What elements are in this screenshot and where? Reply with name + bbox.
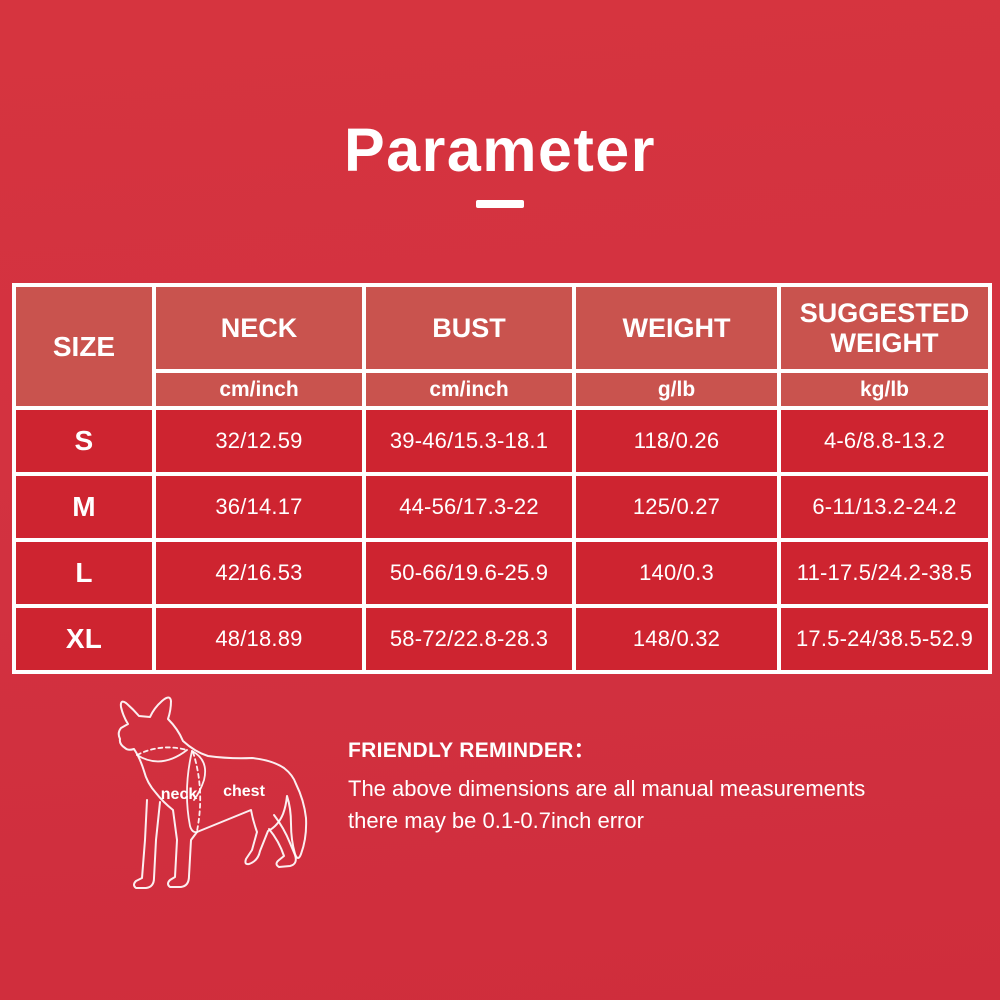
size-parameter-table: SIZE NECK BUST WEIGHT SUGGESTED WEIGHT c…: [12, 283, 992, 674]
weight-value: 140/0.3: [572, 538, 781, 608]
unit-header-neck: cm/inch: [152, 369, 366, 410]
col-header-weight: WEIGHT: [572, 283, 781, 373]
neck-value: 32/12.59: [152, 406, 366, 476]
size-value: S: [12, 406, 156, 476]
table-row: S 32/12.59 39-46/15.3-18.1 118/0.26 4-6/…: [12, 406, 992, 476]
neck-measure-line: [136, 746, 188, 756]
table-row: M 36/14.17 44-56/17.3-22 125/0.27 6-11/1…: [12, 472, 992, 542]
neck-collar-line: [136, 749, 188, 763]
size-value: M: [12, 472, 156, 542]
bust-value: 39-46/15.3-18.1: [362, 406, 576, 476]
col-header-suggested-weight: SUGGESTED WEIGHT: [777, 283, 992, 373]
size-value: L: [12, 538, 156, 608]
suggested-weight-value: 11-17.5/24.2-38.5: [777, 538, 992, 608]
suggested-weight-value: 4-6/8.8-13.2: [777, 406, 992, 476]
col-header-neck: NECK: [152, 283, 366, 373]
table-row: XL 48/18.89 58-72/22.8-28.3 148/0.32 17.…: [12, 604, 992, 674]
unit-header-suggested-weight: kg/lb: [777, 369, 992, 410]
weight-value: 148/0.32: [572, 604, 781, 674]
unit-header-weight: g/lb: [572, 369, 781, 410]
col-header-bust: BUST: [362, 283, 576, 373]
dog-outline-icon: [117, 696, 308, 888]
dog-far-hind-leg: [268, 814, 297, 868]
col-header-size: SIZE: [12, 283, 156, 410]
page-title: Parameter: [344, 116, 656, 184]
suggested-weight-value: 17.5-24/38.5-52.9: [777, 604, 992, 674]
dog-measurement-diagram: neck chest: [117, 696, 308, 889]
reminder-heading: FRIENDLY REMINDER：: [348, 739, 595, 762]
suggested-weight-value: 6-11/13.2-24.2: [777, 472, 992, 542]
neck-value: 36/14.17: [152, 472, 366, 542]
bust-value: 58-72/22.8-28.3: [362, 604, 576, 674]
neck-value: 48/18.89: [152, 604, 366, 674]
title-underline: [476, 200, 524, 208]
neck-label: neck: [161, 786, 198, 803]
size-value: XL: [12, 604, 156, 674]
chest-girth-front-line: [186, 750, 198, 834]
weight-value: 118/0.26: [572, 406, 781, 476]
harness-shoulder-strap: [191, 750, 207, 801]
neck-value: 42/16.53: [152, 538, 366, 608]
bust-value: 50-66/19.6-25.9: [362, 538, 576, 608]
header-row-units: cm/inch cm/inch g/lb kg/lb: [14, 369, 992, 410]
header-row-main: SIZE NECK BUST WEIGHT SUGGESTED WEIGHT: [12, 283, 992, 410]
bust-value: 44-56/17.3-22: [362, 472, 576, 542]
table-row: L 42/16.53 50-66/19.6-25.9 140/0.3 11-17…: [12, 538, 992, 608]
dog-far-front-leg: [133, 799, 161, 889]
weight-value: 125/0.27: [572, 472, 781, 542]
friendly-reminder-block: FRIENDLY REMINDER： The above dimensions …: [348, 736, 908, 837]
reminder-line-1: The above dimensions are all manual meas…: [348, 776, 866, 801]
unit-header-bust: cm/inch: [362, 369, 576, 410]
chest-label: chest: [223, 783, 265, 800]
reminder-line-2: there may be 0.1-0.7inch error: [348, 808, 644, 833]
